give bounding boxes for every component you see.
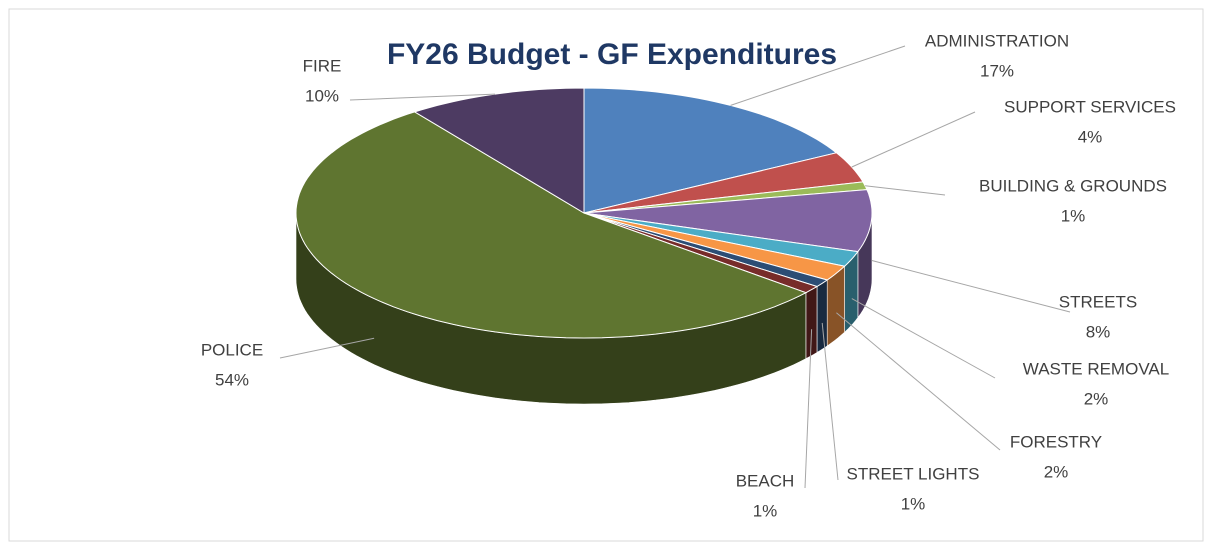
value-label: 10% bbox=[305, 86, 339, 105]
category-label: SUPPORT SERVICES bbox=[1004, 97, 1176, 116]
value-label: 8% bbox=[1086, 322, 1111, 341]
leader-line bbox=[349, 93, 496, 101]
category-label: FORESTRY bbox=[1010, 432, 1102, 451]
leader-line bbox=[730, 45, 906, 106]
value-label: 1% bbox=[753, 501, 778, 520]
pie-side bbox=[816, 279, 828, 354]
leader-line bbox=[871, 259, 1071, 313]
pie-slice bbox=[583, 212, 846, 281]
leader-line bbox=[821, 322, 839, 481]
category-label: FIRE bbox=[303, 56, 342, 75]
leader-line bbox=[865, 185, 946, 196]
value-label: 1% bbox=[1061, 206, 1086, 225]
category-label: WASTE REMOVAL bbox=[1023, 359, 1169, 378]
pie-side bbox=[805, 285, 818, 360]
pie-slice bbox=[583, 189, 873, 253]
leader-line bbox=[836, 312, 1001, 451]
pie-slice bbox=[295, 111, 808, 339]
chart-title: FY26 Budget - GF Expenditures bbox=[387, 38, 837, 71]
value-label: 1% bbox=[901, 494, 926, 513]
category-label: STREET LIGHTS bbox=[847, 464, 980, 483]
category-label: STREETS bbox=[1059, 292, 1137, 311]
value-label: 54% bbox=[215, 370, 249, 389]
category-label: BEACH bbox=[736, 471, 795, 490]
leader-line bbox=[804, 329, 813, 489]
leader-line bbox=[279, 337, 375, 359]
value-label: 2% bbox=[1084, 389, 1109, 408]
value-label: 2% bbox=[1044, 462, 1069, 481]
category-label: ADMINISTRATION bbox=[925, 31, 1069, 50]
category-label: BUILDING & GROUNDS bbox=[979, 176, 1167, 195]
leader-line bbox=[851, 111, 976, 168]
category-label: POLICE bbox=[201, 340, 263, 359]
value-label: 4% bbox=[1078, 127, 1103, 146]
value-label: 17% bbox=[980, 61, 1014, 80]
leader-line bbox=[851, 298, 996, 379]
pie-slice bbox=[583, 212, 859, 267]
